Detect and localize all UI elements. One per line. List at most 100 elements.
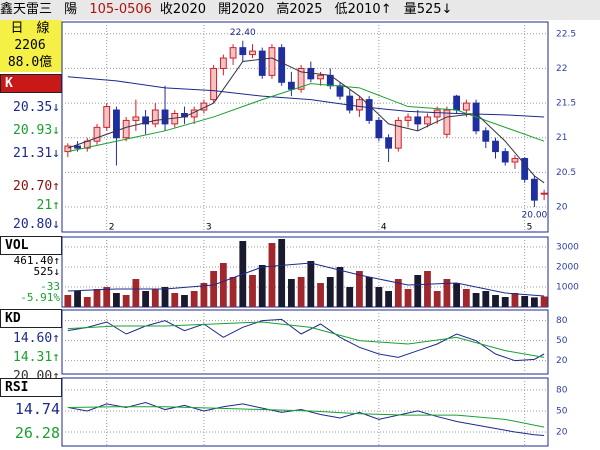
header-bar: 鑫天雷三 陽 105-0506 收2020 開2020 高2025 低2010↑ … bbox=[0, 0, 600, 20]
volume-bar bbox=[501, 297, 509, 307]
rsi-panel: RSI 14.74 26.28 bbox=[0, 378, 62, 445]
y-tick-label: 20 bbox=[556, 203, 568, 213]
candle-body bbox=[210, 67, 218, 101]
y-tick-label: 20 bbox=[556, 356, 568, 366]
panel-frame bbox=[61, 236, 549, 308]
volume-bar bbox=[540, 296, 548, 307]
vol-value: 461.40↑ bbox=[13, 254, 60, 267]
candle-body bbox=[336, 85, 344, 97]
candle-body bbox=[511, 158, 519, 163]
volume-bar bbox=[453, 283, 461, 307]
volume-bar bbox=[74, 291, 81, 307]
ma-value: 21.31↓ bbox=[13, 146, 60, 161]
candle-body bbox=[317, 74, 324, 80]
volume-bar bbox=[287, 279, 295, 307]
indicator-line bbox=[67, 406, 545, 428]
y-tick-label: 2000 bbox=[556, 263, 579, 273]
volume-bar bbox=[336, 267, 344, 307]
candle-body bbox=[375, 119, 383, 139]
volume-bar bbox=[530, 297, 538, 307]
candle-body bbox=[229, 47, 237, 59]
volume-bar bbox=[424, 271, 431, 307]
volume-bar bbox=[64, 295, 72, 307]
volume-bar bbox=[219, 263, 227, 307]
volume-bar bbox=[521, 296, 529, 307]
candle-body bbox=[268, 47, 276, 76]
volume-bar bbox=[404, 289, 412, 307]
candle-body bbox=[433, 109, 441, 118]
candle-body bbox=[443, 109, 451, 135]
stock-name: 鑫天雷三 bbox=[0, 2, 53, 17]
open: 開2020 bbox=[218, 2, 265, 17]
candle-body bbox=[142, 116, 150, 125]
rsi-value: 26.28 bbox=[14, 424, 60, 442]
y-tick-label: 1000 bbox=[556, 283, 579, 293]
candle-body bbox=[132, 116, 140, 121]
date: 105-0506 bbox=[89, 2, 152, 17]
panel-frame bbox=[61, 377, 549, 447]
y-tick-label: 50 bbox=[556, 336, 568, 346]
period: 日 線 bbox=[10, 21, 50, 36]
candle-body bbox=[530, 178, 538, 201]
volume-bar bbox=[317, 283, 324, 307]
candle-body bbox=[424, 116, 431, 125]
volume-bar bbox=[200, 283, 208, 307]
panel-frame bbox=[61, 309, 549, 375]
volume-bar bbox=[181, 295, 188, 307]
price-value: 21↑ bbox=[36, 198, 60, 213]
candle-body bbox=[462, 102, 470, 111]
info-box: 日 線 2206 88.0億 bbox=[0, 20, 62, 72]
candle-body bbox=[74, 145, 81, 149]
rsi-value: 14.74 bbox=[14, 400, 60, 418]
volume-bar bbox=[268, 243, 276, 307]
y-tick-label: 3000 bbox=[556, 243, 579, 253]
volume-bar bbox=[297, 277, 305, 307]
y-tick-label: 22 bbox=[556, 64, 567, 74]
candle-body bbox=[161, 109, 169, 125]
candle-body bbox=[356, 99, 363, 111]
candle-body bbox=[103, 106, 111, 128]
kd-value: 14.60↑ bbox=[13, 331, 60, 346]
volume-bar bbox=[375, 287, 383, 307]
candle-body bbox=[151, 109, 159, 125]
volume-bar bbox=[171, 293, 179, 307]
high: 高2025 bbox=[276, 2, 323, 17]
y-tick-label: 50 bbox=[556, 406, 568, 416]
low: 低2010↑ bbox=[334, 2, 392, 17]
rsi-title: RSI bbox=[0, 378, 62, 397]
candle-body bbox=[113, 109, 120, 139]
volume-bar bbox=[443, 279, 451, 307]
volume-bar bbox=[190, 291, 198, 307]
volume-bar bbox=[472, 293, 480, 307]
y-tick-label: 20 bbox=[556, 427, 568, 437]
candle-body bbox=[492, 140, 499, 153]
volume-bar bbox=[278, 239, 286, 307]
volume-bar bbox=[161, 287, 169, 307]
volume-bar bbox=[122, 295, 130, 307]
k-panel: K 20.35↓ 20.93↓ 21.31↓ 20.70↑ 21↑ 20.80↓ bbox=[0, 74, 62, 233]
candle-body bbox=[394, 119, 402, 149]
y-tick-label: 80 bbox=[556, 385, 568, 395]
y-tick-label: 22.5 bbox=[556, 29, 576, 39]
volume-bar bbox=[210, 271, 218, 307]
volume-bar bbox=[113, 293, 120, 307]
candle-body bbox=[540, 192, 548, 195]
volume-bar bbox=[142, 291, 149, 307]
candle-body bbox=[287, 81, 295, 90]
volume-bar bbox=[511, 293, 519, 307]
volume-bar bbox=[414, 275, 422, 307]
volume-bar bbox=[326, 277, 334, 307]
candle-body bbox=[258, 50, 266, 76]
candle-body bbox=[453, 95, 461, 111]
candle-body bbox=[239, 47, 247, 56]
volume-bar bbox=[132, 279, 140, 307]
change-pct: -5.91% bbox=[20, 291, 60, 304]
volume-bar bbox=[258, 265, 266, 307]
close: 收2020 bbox=[159, 2, 206, 17]
x-tick-label: 4 bbox=[381, 223, 387, 233]
volume-bar bbox=[356, 271, 363, 307]
y-tick-label: 80 bbox=[556, 316, 568, 326]
volume-bar bbox=[103, 287, 111, 307]
volume-bar bbox=[365, 277, 373, 307]
